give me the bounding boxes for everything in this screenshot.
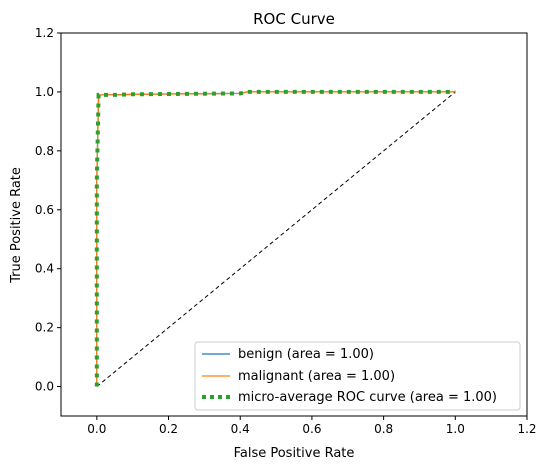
y-tick-label: 1.2 bbox=[35, 26, 54, 40]
x-tick-label: 0.6 bbox=[302, 422, 321, 436]
legend: benign (area = 1.00) malignant (area = 1… bbox=[194, 341, 521, 411]
x-axis-label: False Positive Rate bbox=[234, 446, 355, 461]
x-tick-label: 0.0 bbox=[87, 422, 106, 436]
x-tick-label: 0.2 bbox=[159, 422, 178, 436]
y-axis-label: True Positive Rate bbox=[9, 167, 24, 284]
chance-diagonal-line bbox=[96, 91, 456, 387]
y-tick-label: 0.0 bbox=[35, 380, 54, 394]
y-tick-label: 0.6 bbox=[35, 203, 54, 217]
y-axis-ticks: 0.0 0.2 0.4 0.6 0.8 1.0 1.2 bbox=[35, 26, 61, 394]
legend-box bbox=[194, 341, 521, 411]
x-tick-label: 0.4 bbox=[231, 422, 250, 436]
legend-label-benign: benign (area = 1.00) bbox=[238, 347, 374, 362]
legend-label-micro-average: micro-average ROC curve (area = 1.00) bbox=[238, 390, 497, 405]
x-tick-label: 1.2 bbox=[517, 422, 536, 436]
plot-area-border bbox=[60, 32, 528, 417]
series-micro-average-line bbox=[94, 89, 456, 387]
y-tick-label: 0.4 bbox=[35, 262, 54, 276]
x-axis-ticks: 0.0 0.2 0.4 0.6 0.8 1.0 1.2 bbox=[87, 416, 537, 436]
axes-frame bbox=[60, 32, 528, 417]
y-tick-label: 0.2 bbox=[35, 321, 54, 335]
legend-label-malignant: malignant (area = 1.00) bbox=[238, 369, 395, 384]
y-tick-label: 0.8 bbox=[35, 144, 54, 158]
y-tick-label: 1.0 bbox=[35, 85, 54, 99]
x-tick-label: 1.0 bbox=[446, 422, 465, 436]
chart-title: ROC Curve bbox=[253, 10, 335, 28]
x-tick-label: 0.8 bbox=[374, 422, 393, 436]
plot-lines bbox=[94, 89, 456, 387]
